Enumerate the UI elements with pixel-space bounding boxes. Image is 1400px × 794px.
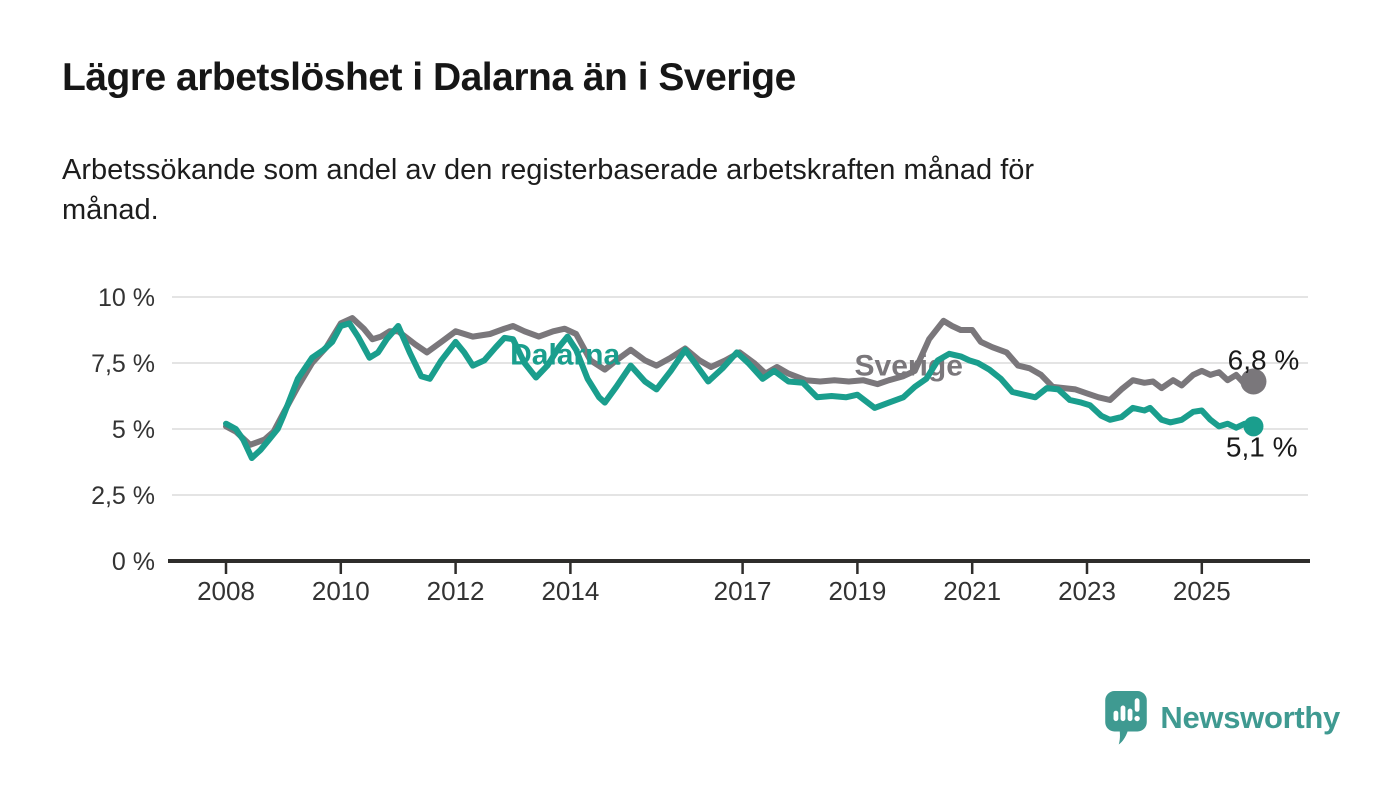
newsworthy-logo-text: Newsworthy [1160, 700, 1340, 735]
x-tick-label: 2025 [1173, 576, 1231, 606]
chart-title: Lägre arbetslöshet i Dalarna än i Sverig… [62, 56, 796, 99]
x-tick-label: 2008 [197, 576, 255, 606]
x-tick-label: 2014 [541, 576, 599, 606]
x-tick-label: 2023 [1058, 576, 1116, 606]
x-tick-label: 2019 [828, 576, 886, 606]
x-tick-label: 2010 [312, 576, 370, 606]
y-tick-label: 0 % [112, 548, 155, 576]
x-tick-label: 2012 [427, 576, 485, 606]
x-tick-label: 2021 [943, 576, 1001, 606]
y-tick-label: 10 % [98, 284, 155, 312]
newsworthy-logo-icon [1105, 691, 1148, 745]
x-tick-label: 2017 [714, 576, 772, 606]
series-label-dalarna: Dalarna [510, 338, 620, 371]
y-tick-label: 5 % [112, 416, 155, 444]
end-value-label-sverige: 6,8 % [1228, 345, 1300, 376]
series-line-dalarna [223, 320, 1257, 461]
y-tick-label: 7,5 % [91, 350, 155, 378]
newsworthy-brand: Newsworthy [1105, 688, 1340, 748]
series-end-dot-sverige [1240, 368, 1267, 395]
series-line-sverige [223, 315, 1257, 448]
y-tick-label: 2,5 % [91, 482, 155, 510]
chart-subtitle: Arbetssökande som andel av den registerb… [62, 154, 1035, 227]
end-value-label-dalarna: 5,1 % [1226, 432, 1298, 463]
series-end-dot-dalarna [1243, 416, 1264, 437]
